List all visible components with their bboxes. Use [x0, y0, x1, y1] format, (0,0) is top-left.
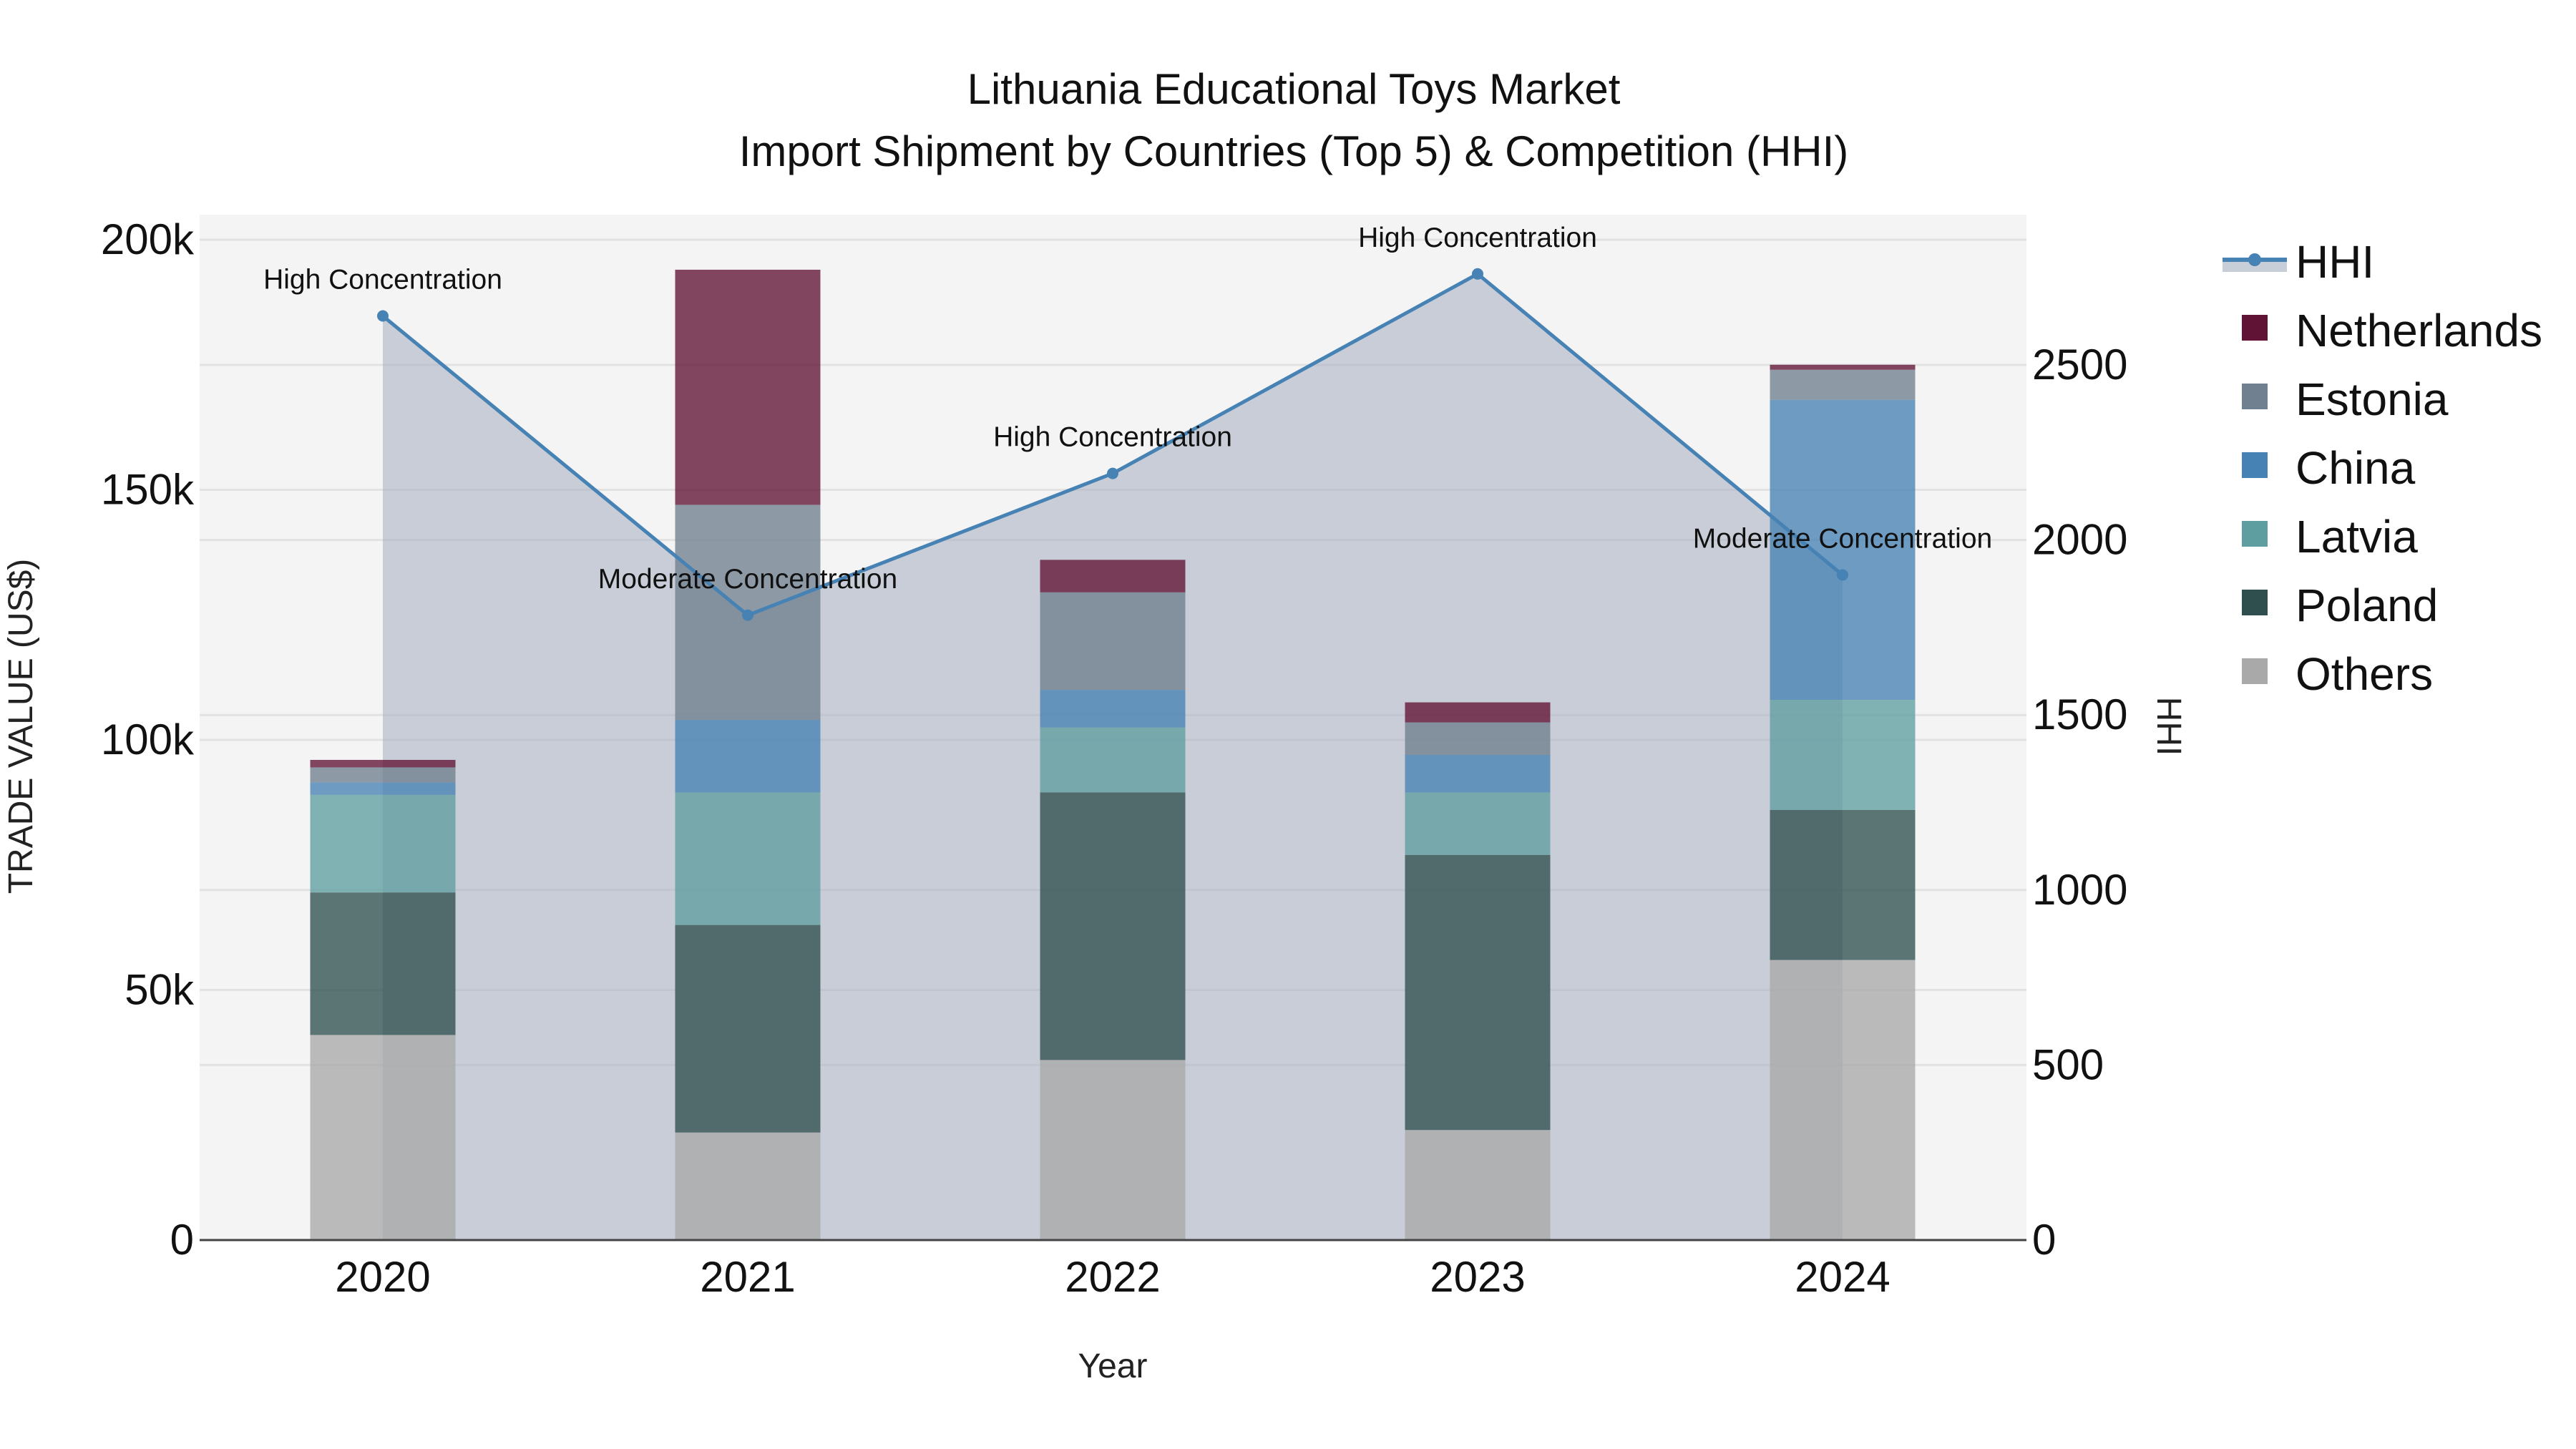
- hhi-marker[interactable]: [1837, 569, 1848, 581]
- hhi-line: [377, 268, 1848, 621]
- y2-tick-label: 1500: [2032, 691, 2127, 738]
- y2-tick-label: 0: [2032, 1216, 2056, 1264]
- legend-label: Estonia: [2296, 374, 2449, 425]
- y-tick-label: 150k: [101, 466, 195, 514]
- bar-segment-latvia-2022[interactable]: [1040, 727, 1186, 793]
- x-tick-label: 2022: [1065, 1253, 1160, 1301]
- bar-segment-latvia-2023[interactable]: [1405, 792, 1551, 855]
- bar-segment-netherlands-2020[interactable]: [310, 759, 456, 768]
- y-axis-ticks: 0 50k 100k 150k 200k: [101, 215, 195, 1264]
- bar-segment-netherlands-2022[interactable]: [1040, 560, 1186, 592]
- hhi-marker[interactable]: [377, 310, 389, 322]
- bar-segment-netherlands-2021[interactable]: [675, 269, 821, 505]
- legend-label: Netherlands: [2296, 305, 2542, 356]
- hhi-annotation: High Concentration: [993, 422, 1232, 453]
- legend-swatch-icon: [2242, 315, 2268, 341]
- y-axis-title: TRADE VALUE (US$): [2, 559, 40, 894]
- hhi-marker[interactable]: [1107, 467, 1118, 479]
- y-tick-label: 50k: [125, 966, 195, 1014]
- bar-segment-others-2024[interactable]: [1770, 960, 1916, 1240]
- x-tick-label: 2023: [1430, 1253, 1525, 1301]
- bar-segment-latvia-2024[interactable]: [1770, 700, 1916, 810]
- y2-tick-label: 500: [2032, 1040, 2104, 1088]
- hhi-marker[interactable]: [742, 609, 753, 621]
- legend-label: China: [2296, 442, 2416, 494]
- x-tick-label: 2021: [700, 1253, 795, 1301]
- bar-segment-poland-2024[interactable]: [1770, 809, 1916, 960]
- hhi-annotations: High Concentration Moderate Concentration…: [263, 223, 1992, 595]
- bar-segment-latvia-2020[interactable]: [310, 794, 456, 893]
- legend-swatch-icon: [2242, 521, 2268, 547]
- legend-swatch-icon: [2242, 452, 2268, 478]
- bar-segment-estonia-2023[interactable]: [1405, 722, 1551, 755]
- legend-label: Others: [2296, 648, 2433, 700]
- legend: HHI Netherlands Estonia China Latvia Poland Ot…: [2223, 236, 2542, 700]
- bar-segment-estonia-2022[interactable]: [1040, 592, 1186, 691]
- bar-segment-poland-2021[interactable]: [675, 924, 821, 1133]
- legend-swatch-icon: [2242, 658, 2268, 684]
- bar-segment-others-2020[interactable]: [310, 1035, 456, 1240]
- bar-segment-china-2021[interactable]: [675, 720, 821, 793]
- bar-segment-china-2024[interactable]: [1770, 399, 1916, 701]
- hhi-legend-marker-icon: [2248, 253, 2261, 266]
- legend-label: Latvia: [2296, 511, 2418, 562]
- y2-tick-label: 2500: [2032, 341, 2127, 389]
- bar-segment-netherlands-2024[interactable]: [1770, 364, 1916, 370]
- bar-segment-others-2021[interactable]: [675, 1132, 821, 1240]
- legend-item-others[interactable]: Others: [2242, 648, 2433, 700]
- hhi-annotation: Moderate Concentration: [1693, 524, 1992, 555]
- x-axis-title: Year: [1078, 1347, 1148, 1385]
- bar-segment-china-2023[interactable]: [1405, 754, 1551, 793]
- bar-segment-estonia-2020[interactable]: [310, 767, 456, 783]
- legend-label: HHI: [2296, 236, 2374, 288]
- bar-segment-netherlands-2023[interactable]: [1405, 702, 1551, 723]
- x-tick-label: 2024: [1795, 1253, 1890, 1301]
- y2-tick-label: 2000: [2032, 516, 2127, 564]
- y-tick-label: 0: [170, 1216, 194, 1264]
- legend-item-latvia[interactable]: Latvia: [2242, 511, 2418, 562]
- y-tick-label: 200k: [101, 215, 195, 263]
- legend-swatch-icon: [2242, 590, 2268, 615]
- bar-segment-others-2022[interactable]: [1040, 1060, 1186, 1240]
- legend-item-netherlands[interactable]: Netherlands: [2242, 305, 2542, 356]
- legend-item-poland[interactable]: Poland: [2242, 580, 2438, 631]
- legend-label: Poland: [2296, 580, 2438, 631]
- bar-segment-estonia-2024[interactable]: [1770, 369, 1916, 400]
- legend-item-hhi[interactable]: HHI: [2223, 236, 2374, 288]
- hhi-annotation: High Concentration: [1358, 223, 1597, 253]
- x-axis-ticks: 2020 2021 2022 2023 2024: [335, 1253, 1890, 1301]
- bar-segment-others-2023[interactable]: [1405, 1130, 1551, 1240]
- hhi-annotation: High Concentration: [263, 265, 502, 296]
- x-tick-label: 2020: [335, 1253, 430, 1301]
- legend-item-estonia[interactable]: Estonia: [2242, 374, 2449, 425]
- chart-title: Lithuania Educational Toys Market: [967, 65, 1621, 113]
- y2-axis-title: HHI: [2150, 697, 2187, 756]
- bar-segment-latvia-2021[interactable]: [675, 792, 821, 925]
- bar-segment-china-2022[interactable]: [1040, 690, 1186, 728]
- bar-segment-poland-2022[interactable]: [1040, 792, 1186, 1060]
- bar-segment-china-2020[interactable]: [310, 782, 456, 795]
- legend-swatch-icon: [2242, 384, 2268, 409]
- y2-tick-label: 1000: [2032, 866, 2127, 914]
- legend-item-china[interactable]: China: [2242, 442, 2416, 494]
- y2-axis-ticks: 0 500 1000 1500 2000 2500: [2032, 341, 2127, 1264]
- bar-segment-poland-2023[interactable]: [1405, 854, 1551, 1131]
- chart-subtitle: Import Shipment by Countries (Top 5) & C…: [739, 127, 1849, 175]
- hhi-annotation: Moderate Concentration: [598, 564, 897, 595]
- bar-segment-poland-2020[interactable]: [310, 892, 456, 1035]
- hhi-marker[interactable]: [1472, 268, 1483, 280]
- y-tick-label: 100k: [101, 716, 195, 763]
- stacked-bars: [310, 269, 1916, 1240]
